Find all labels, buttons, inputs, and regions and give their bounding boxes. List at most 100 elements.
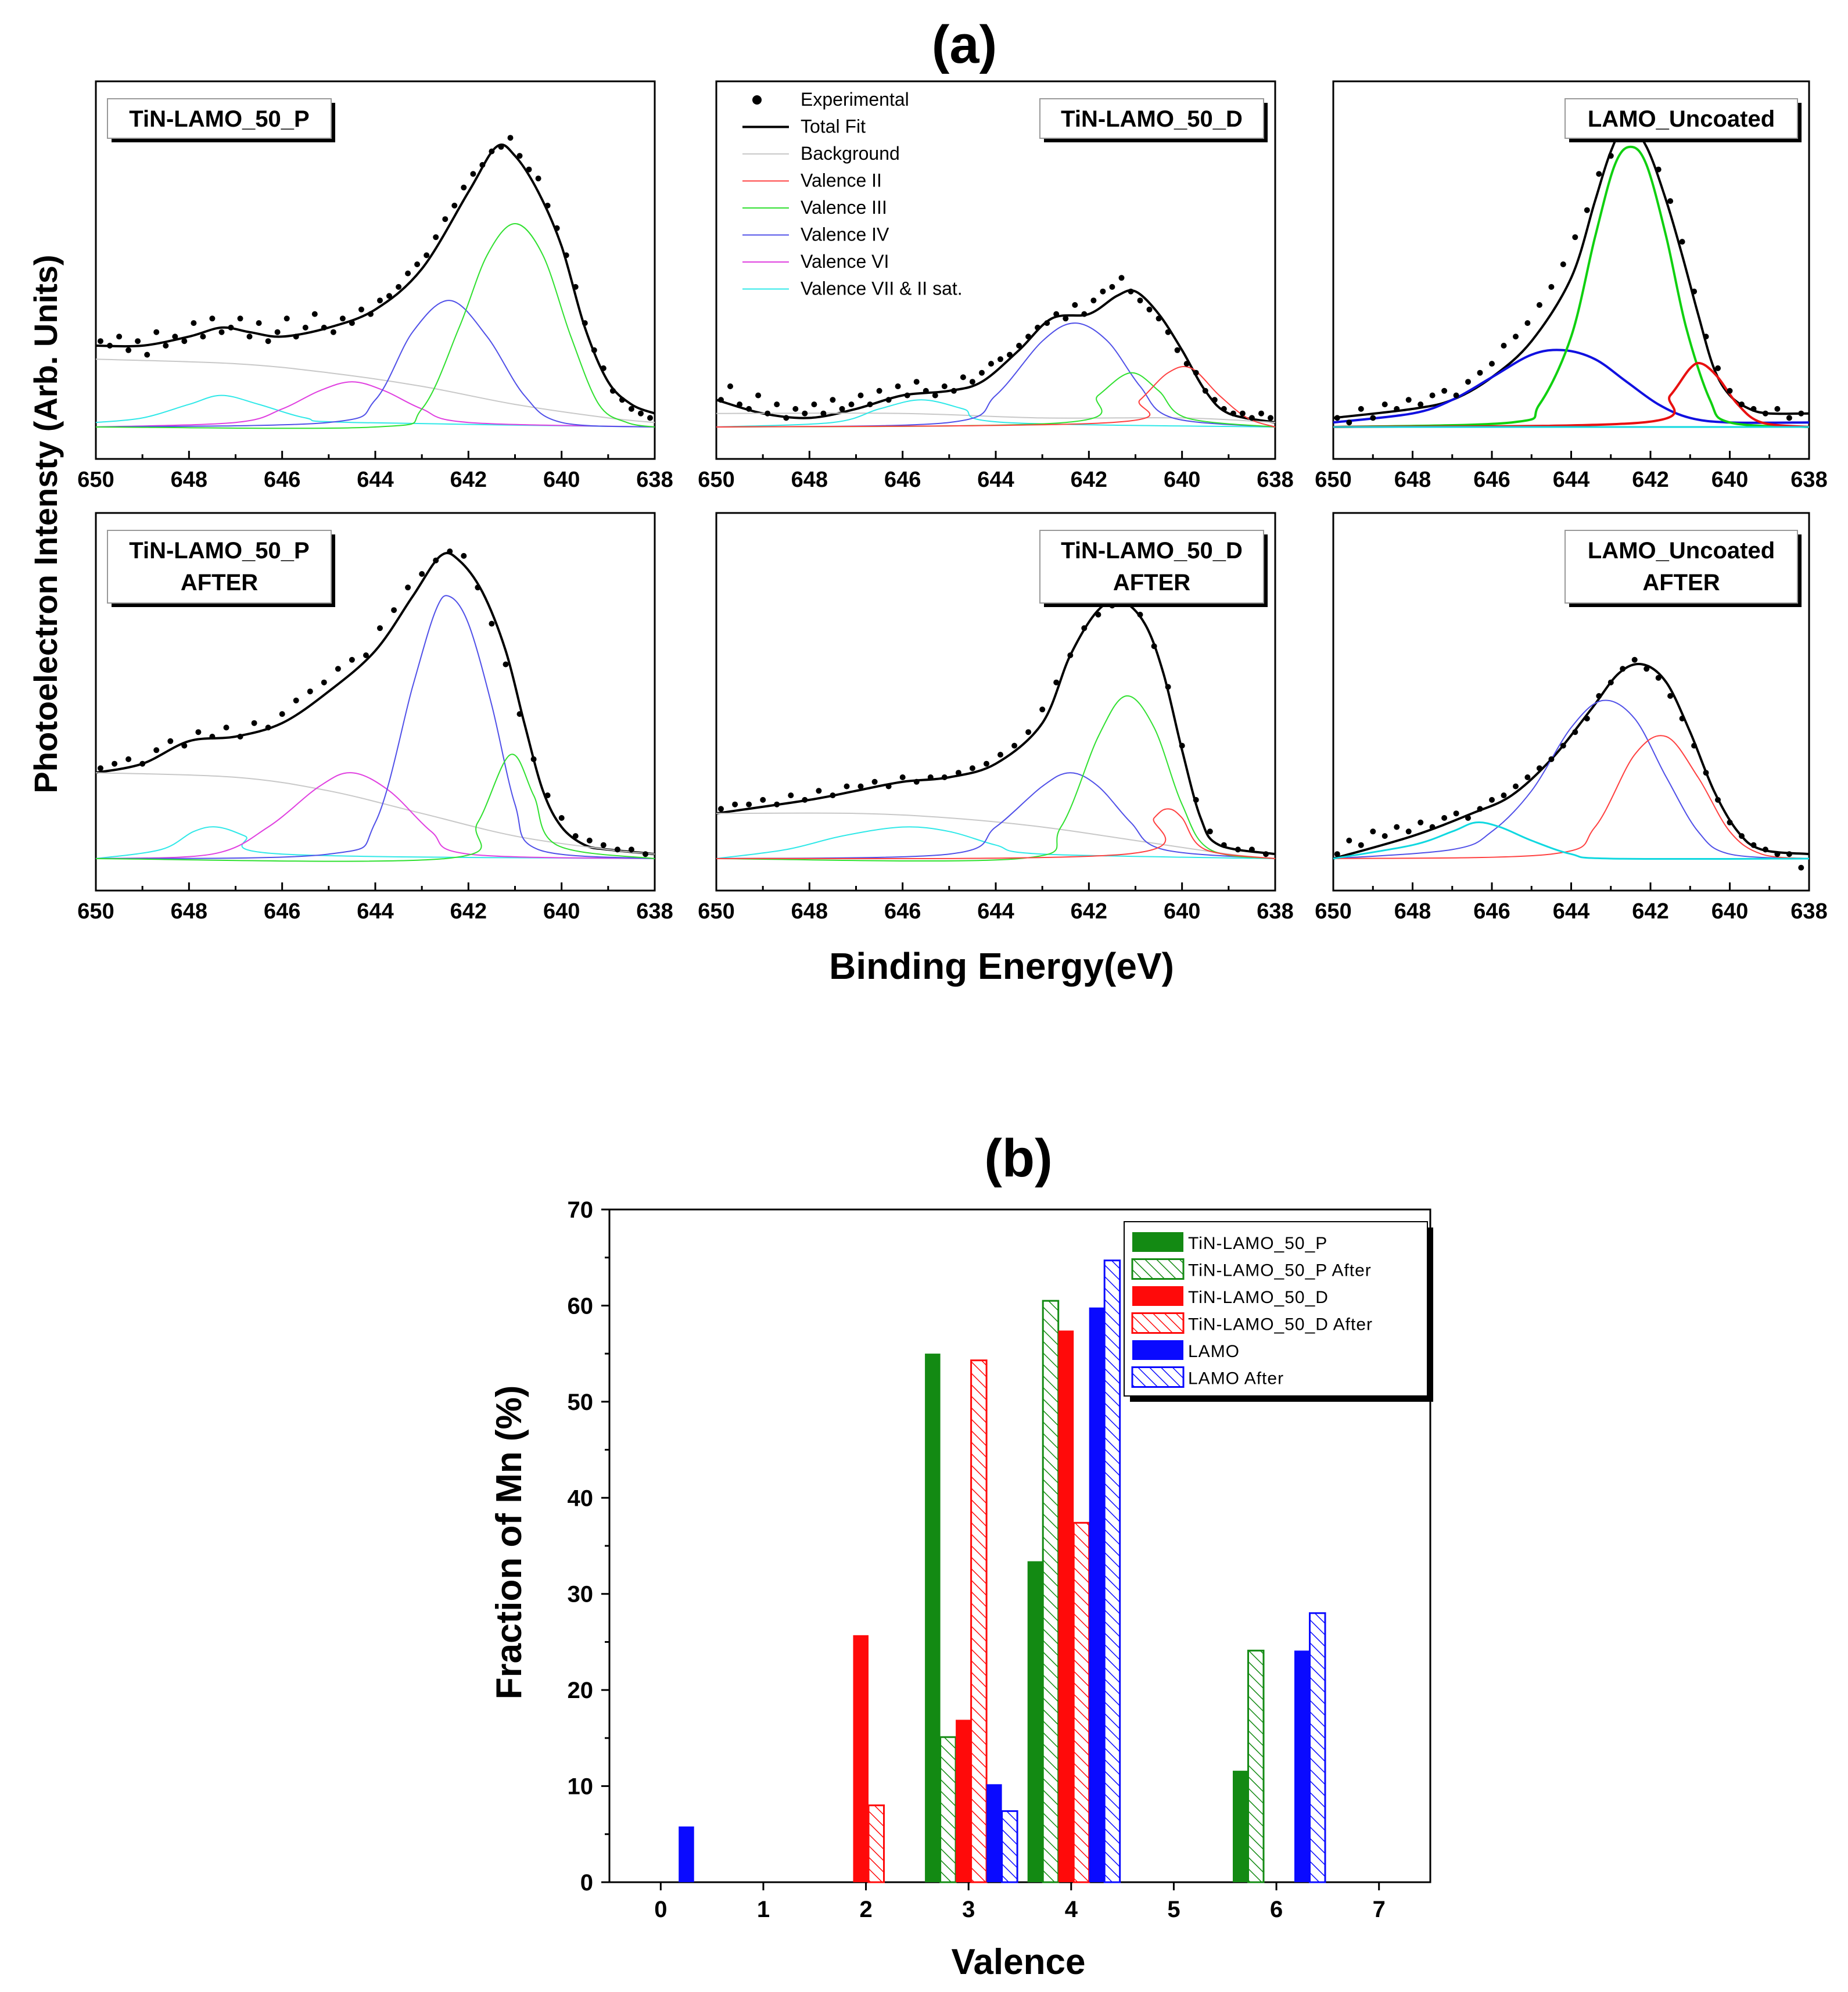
legend-label: TiN-LAMO_50_D: [1188, 1288, 1329, 1307]
experimental-point: [181, 338, 188, 344]
experimental-point: [1441, 815, 1448, 821]
experimental-point: [516, 711, 523, 717]
experimental-point: [1358, 405, 1364, 412]
experimental-point: [256, 320, 262, 326]
experimental-point: [1394, 405, 1400, 412]
experimental-point: [718, 397, 724, 403]
experimental-point: [433, 557, 439, 563]
experimental-point: [442, 216, 448, 222]
curve-valence-iv: [716, 772, 1276, 859]
x-tick-label: 640: [543, 468, 580, 492]
legend-label: LAMO After: [1188, 1369, 1284, 1388]
experimental-point: [1477, 806, 1483, 812]
experimental-point: [311, 311, 318, 317]
experimental-point: [1268, 415, 1273, 421]
experimental-point: [1703, 770, 1709, 776]
experimental-point: [451, 202, 458, 209]
experimental-point: [507, 135, 514, 141]
experimental-point: [774, 401, 780, 408]
experimental-point: [112, 760, 118, 767]
experimental-point: [1221, 405, 1227, 412]
x-tick-label: 648: [1394, 899, 1431, 924]
experimental-point: [530, 756, 537, 762]
experimental-point: [1063, 315, 1069, 322]
panel-b-xlabel: Valence: [952, 1942, 1086, 1982]
legend-marker-experimental: [752, 95, 762, 105]
experimental-point: [718, 806, 724, 812]
experimental-point: [1235, 846, 1241, 853]
plot-title: TiN-LAMO_50_P: [129, 538, 309, 563]
bar-x-tick-label: 0: [654, 1897, 667, 1922]
experimental-point: [209, 734, 216, 740]
experimental-point: [857, 392, 864, 399]
experimental-point: [628, 846, 634, 853]
experimental-point: [960, 374, 966, 381]
experimental-point: [237, 734, 243, 740]
experimental-point: [1072, 302, 1078, 308]
plot-title-line2: AFTER: [181, 570, 258, 595]
experimental-point: [200, 333, 206, 340]
panel-a-label: (a): [932, 15, 997, 74]
experimental-point: [1584, 207, 1590, 213]
experimental-point: [619, 397, 625, 403]
curve-valence-ii: [716, 808, 1276, 860]
legend-label: Valence II: [801, 170, 882, 191]
x-tick-label: 640: [1711, 899, 1748, 924]
x-tick-label: 646: [1473, 899, 1510, 924]
experimental-point: [349, 656, 355, 663]
experimental-point: [470, 171, 476, 177]
experimental-point: [1025, 333, 1032, 340]
experimental-point: [628, 405, 634, 412]
experimental-point: [405, 584, 411, 591]
experimental-point: [1715, 365, 1721, 371]
experimental-point: [1739, 401, 1745, 408]
experimental-point: [1263, 851, 1269, 857]
experimental-point: [1193, 796, 1199, 803]
experimental-point: [377, 625, 383, 631]
x-tick-label: 642: [1071, 899, 1107, 924]
bar-lamo: [1294, 1650, 1310, 1882]
plot-title: LAMO_Uncoated: [1588, 538, 1775, 563]
experimental-point: [904, 392, 910, 399]
x-tick-label: 650: [77, 899, 114, 924]
experimental-point: [377, 297, 383, 304]
experimental-point: [969, 765, 975, 771]
x-tick-label: 640: [543, 899, 580, 924]
experimental-point: [1786, 415, 1792, 421]
experimental-point: [811, 401, 817, 408]
experimental-point: [979, 369, 985, 376]
bar-lamo: [1089, 1307, 1105, 1882]
experimental-point: [876, 387, 882, 394]
experimental-point: [1501, 792, 1507, 799]
experimental-point: [913, 778, 920, 785]
curve-valence-vii-ii-sat: [1333, 821, 1810, 860]
experimental-point: [1774, 405, 1781, 412]
experimental-point: [895, 383, 901, 389]
experimental-point: [1035, 324, 1041, 331]
bar-lamo: [679, 1826, 694, 1882]
experimental-point: [1691, 742, 1698, 749]
experimental-point: [479, 161, 486, 168]
experimental-point: [447, 548, 453, 555]
experimental-point: [1370, 828, 1376, 835]
x-tick-label: 650: [698, 468, 734, 492]
experimental-point: [1655, 166, 1662, 173]
panel-a-ylabel: Photoelectron Intensty (Arb. Units): [27, 254, 64, 793]
experimental-point: [732, 801, 738, 807]
experimental-point: [125, 756, 132, 762]
curve-valence-iv: [95, 300, 655, 428]
experimental-point: [1202, 387, 1208, 394]
bar-lamo-after: [1309, 1612, 1326, 1883]
experimental-point: [1620, 666, 1626, 672]
experimental-point: [330, 329, 336, 335]
experimental-point: [1715, 796, 1721, 803]
plot-frame: [95, 80, 656, 460]
x-tick-label: 638: [1257, 468, 1293, 492]
legend-label: TiN-LAMO_50_D After: [1188, 1315, 1373, 1334]
experimental-point: [107, 343, 113, 349]
experimental-point: [475, 584, 481, 591]
experimental-point: [1128, 288, 1134, 295]
experimental-point: [321, 679, 327, 685]
experimental-point: [503, 661, 509, 667]
